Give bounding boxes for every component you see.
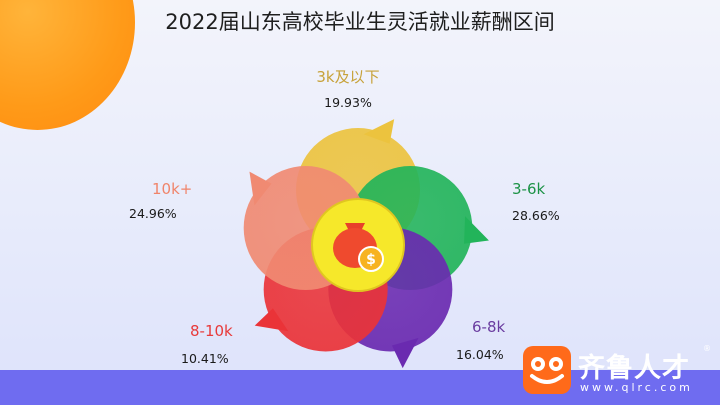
- brand-logo: 齐鲁人才 ® www.qlrc.com: [523, 344, 713, 398]
- svg-text:$: $: [366, 252, 376, 268]
- brand-name: 齐鲁人才: [578, 353, 690, 384]
- category-label-6-8k: 6-8k: [472, 318, 506, 336]
- money-bag-icon: $: [333, 223, 384, 272]
- page-title: 2022届山东高校毕业生灵活就业薪酬区间: [165, 10, 555, 34]
- category-label-3k-below: 3k及以下: [316, 68, 380, 86]
- value-label-6-8k: 16.04%: [456, 347, 504, 362]
- category-label-3-6k: 3-6k: [512, 180, 546, 198]
- value-label-10k-plus: 24.96%: [129, 206, 177, 221]
- value-label-8-10k: 10.41%: [181, 351, 229, 366]
- category-label-8-10k: 8-10k: [190, 322, 233, 340]
- footer-band: [0, 370, 720, 405]
- value-label-3-6k: 28.66%: [512, 208, 560, 223]
- value-label-3k-below: 19.93%: [324, 95, 372, 110]
- brand-url: www.qlrc.com: [580, 381, 693, 394]
- category-label-10k-plus: 10k+: [152, 180, 193, 198]
- registered-mark: ®: [703, 344, 711, 353]
- frog-icon: [523, 346, 571, 394]
